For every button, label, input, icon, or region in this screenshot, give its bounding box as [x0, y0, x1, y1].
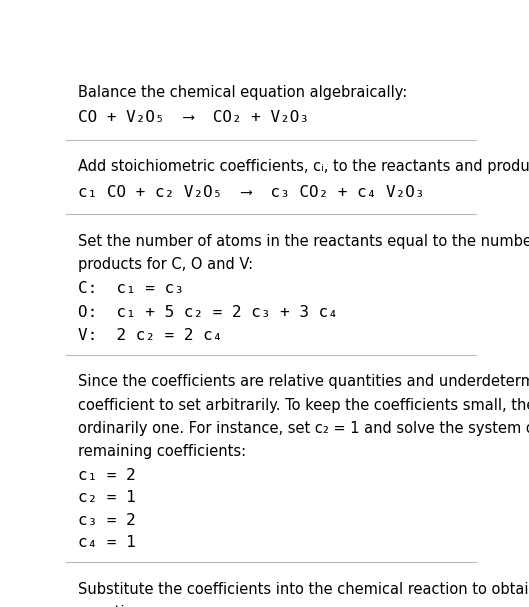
Text: c₃ = 2: c₃ = 2	[78, 513, 136, 527]
Text: Balance the chemical equation algebraically:: Balance the chemical equation algebraica…	[78, 84, 408, 100]
Text: equation:: equation:	[78, 605, 148, 607]
Text: remaining coefficients:: remaining coefficients:	[78, 444, 247, 459]
Text: c₄ = 1: c₄ = 1	[78, 535, 136, 550]
Text: V:  2 c₂ = 2 c₄: V: 2 c₂ = 2 c₄	[78, 328, 223, 342]
Text: c₁ = 2: c₁ = 2	[78, 468, 136, 483]
Text: coefficient to set arbitrarily. To keep the coefficients small, the arbitrary va: coefficient to set arbitrarily. To keep …	[78, 398, 529, 413]
Text: C:  c₁ = c₃: C: c₁ = c₃	[78, 281, 184, 296]
Text: CO + V₂O₅  ⟶  CO₂ + V₂O₃: CO + V₂O₅ ⟶ CO₂ + V₂O₃	[78, 110, 309, 125]
Text: ordinarily one. For instance, set c₂ = 1 and solve the system of equations for t: ordinarily one. For instance, set c₂ = 1…	[78, 421, 529, 436]
Text: c₂ = 1: c₂ = 1	[78, 490, 136, 505]
Text: Substitute the coefficients into the chemical reaction to obtain the balanced: Substitute the coefficients into the che…	[78, 582, 529, 597]
Text: products for C, O and V:: products for C, O and V:	[78, 257, 253, 273]
Text: O:  c₁ + 5 c₂ = 2 c₃ + 3 c₄: O: c₁ + 5 c₂ = 2 c₃ + 3 c₄	[78, 305, 339, 320]
Text: Add stoichiometric coefficients, cᵢ, to the reactants and products:: Add stoichiometric coefficients, cᵢ, to …	[78, 159, 529, 174]
Text: c₁ CO + c₂ V₂O₅  ⟶  c₃ CO₂ + c₄ V₂O₃: c₁ CO + c₂ V₂O₅ ⟶ c₃ CO₂ + c₄ V₂O₃	[78, 185, 425, 200]
Text: Since the coefficients are relative quantities and underdetermined, choose a: Since the coefficients are relative quan…	[78, 375, 529, 389]
Text: Set the number of atoms in the reactants equal to the number of atoms in the: Set the number of atoms in the reactants…	[78, 234, 529, 249]
